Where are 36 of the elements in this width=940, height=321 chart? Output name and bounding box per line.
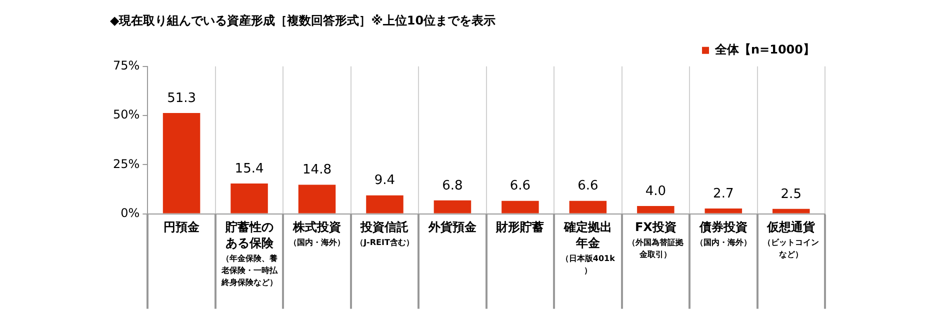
y-tick-label: 25% <box>113 156 140 171</box>
x-tick-label: 外貨預金 <box>427 220 478 234</box>
bar <box>230 184 268 214</box>
x-tick-label: 投資信託（J-REIT含む） <box>356 220 414 247</box>
bar <box>637 206 674 214</box>
legend-label: 全体【n=1000】 <box>714 42 816 57</box>
bar <box>298 184 336 214</box>
x-tick-label: 確定拠出年金（日本版401k） <box>560 220 616 275</box>
bar <box>704 208 742 214</box>
text: 4.0 <box>645 184 666 199</box>
text: 6.8 <box>442 178 463 194</box>
text: 51.3 <box>167 90 196 106</box>
text: 6.6 <box>510 178 531 194</box>
bar <box>772 208 810 214</box>
bar <box>162 112 200 214</box>
x-tick-label: 円預金 <box>164 220 201 234</box>
y-tick-label: 50% <box>113 108 140 122</box>
y-tick-label: 75% <box>113 58 140 73</box>
x-tick-label: 財形貯蓄 <box>495 220 544 234</box>
x-tick-label: FX投資（外国為替証拠金取引） <box>628 220 684 259</box>
text: 15.4 <box>234 161 264 176</box>
bar <box>502 200 539 214</box>
bar <box>569 200 607 214</box>
chart-title: ◆現在取り組んでいる資産形成［複数回答形式］※上位10位までを表示 <box>110 13 496 28</box>
x-tick-label: 仮想通貨（ビットコインなど） <box>763 220 820 259</box>
x-tick-label: 株式投資（国内・海外） <box>289 220 346 247</box>
y-tick-label: 0% <box>120 206 140 220</box>
text: 2.5 <box>780 186 802 202</box>
x-tick-label: 貯蓄性のある保険（年金保険、養老保険・一時払終身保険など） <box>220 220 278 287</box>
bar <box>434 200 472 214</box>
x-tick-label: 債券投資（国内・海外） <box>695 220 752 247</box>
text: 2.7 <box>713 186 734 202</box>
text: 14.8 <box>302 162 332 178</box>
text: 6.6 <box>578 178 598 194</box>
text: 9.4 <box>374 173 396 188</box>
bar <box>366 195 404 214</box>
